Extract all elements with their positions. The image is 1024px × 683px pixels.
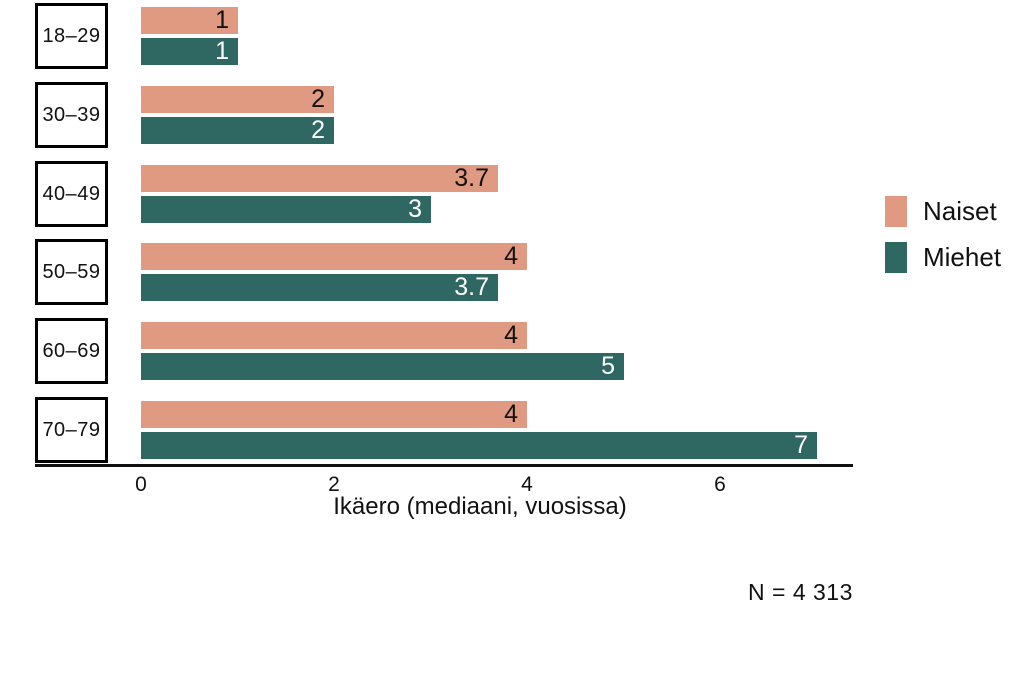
bar-value-label: 4 [504, 400, 518, 428]
bar-naiset: 4 [141, 322, 527, 349]
category-label-box: 18–29 [35, 3, 108, 69]
bar-value-label: 3.7 [454, 164, 489, 192]
bar-miehet: 3.7 [141, 274, 498, 301]
bar-value-label: 4 [504, 242, 518, 270]
category-label-box: 70–79 [35, 397, 108, 463]
bar-naiset: 2 [141, 86, 334, 113]
x-axis-tick-label: 6 [714, 473, 726, 496]
x-axis-tick-label: 0 [135, 473, 147, 496]
bar-value-label: 4 [504, 321, 518, 349]
bar-miehet: 5 [141, 353, 624, 380]
category-label-box: 40–49 [35, 161, 108, 227]
sample-size-note: N = 4 313 [748, 579, 853, 605]
x-axis-tick-label: 4 [521, 473, 533, 496]
bar-miehet: 3 [141, 196, 431, 223]
category-label-box: 60–69 [35, 318, 108, 384]
bar-miehet: 7 [141, 432, 817, 459]
age-group-row: 60–69 4 5 [0, 318, 1024, 385]
category-label: 30–39 [42, 103, 101, 126]
age-group-row: 30–39 2 2 [0, 82, 1024, 149]
category-label: 60–69 [42, 339, 101, 362]
category-label: 70–79 [42, 418, 101, 441]
legend-item: Naiset [885, 196, 1001, 227]
x-axis-line [35, 464, 853, 467]
category-label: 18–29 [42, 24, 101, 47]
x-axis-title: Ikäero (mediaani, vuosissa) [333, 493, 627, 520]
bar-value-label: 3 [408, 195, 422, 223]
bar-naiset: 4 [141, 401, 527, 428]
legend-swatch [885, 196, 907, 227]
bar-value-label: 5 [601, 352, 615, 380]
bar-miehet: 2 [141, 117, 334, 144]
legend-label: Miehet [923, 242, 1002, 272]
category-label-box: 50–59 [35, 239, 108, 305]
age-group-row: 18–29 1 1 [0, 3, 1024, 70]
legend-label: Naiset [923, 196, 997, 226]
category-label-box: 30–39 [35, 82, 108, 148]
legend: Naiset Miehet [885, 196, 1001, 273]
bar-naiset: 1 [141, 7, 238, 34]
category-label: 50–59 [42, 260, 101, 283]
bar-value-label: 1 [215, 6, 229, 34]
bar-naiset: 4 [141, 243, 527, 270]
category-label: 40–49 [42, 182, 101, 205]
legend-swatch [885, 242, 907, 273]
bar-value-label: 7 [794, 431, 808, 459]
bar-naiset: 3.7 [141, 165, 498, 192]
bar-value-label: 2 [311, 116, 325, 144]
bar-value-label: 1 [215, 37, 229, 65]
legend-item: Miehet [885, 242, 1001, 273]
x-axis-tick-label: 2 [328, 473, 340, 496]
bar-value-label: 3.7 [454, 273, 489, 301]
age-group-row: 50–59 4 3.7 [0, 239, 1024, 306]
age-group-row: 70–79 4 7 [0, 397, 1024, 464]
age-group-row: 40–49 3.7 3 [0, 161, 1024, 228]
bar-miehet: 1 [141, 38, 238, 65]
bar-value-label: 2 [311, 85, 325, 113]
